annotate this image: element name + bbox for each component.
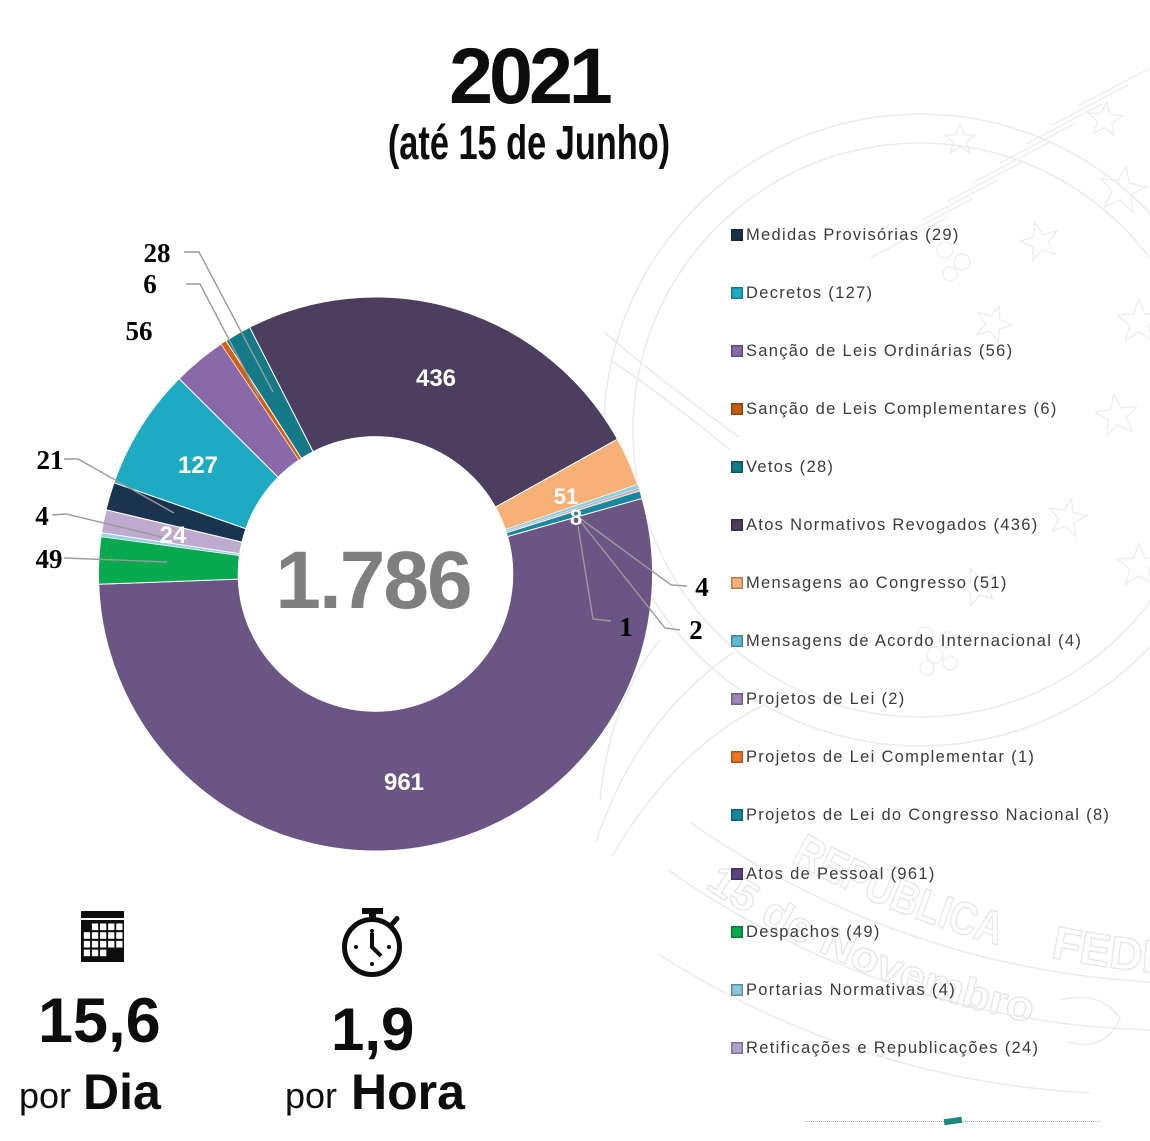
svg-text:49: 49 [36, 544, 63, 574]
svg-text:961: 961 [384, 769, 424, 796]
svg-text:2: 2 [689, 615, 703, 645]
svg-text:6: 6 [143, 269, 157, 299]
svg-text:1: 1 [619, 612, 633, 642]
svg-text:28: 28 [144, 238, 171, 268]
svg-text:8: 8 [570, 505, 582, 530]
svg-text:24: 24 [160, 522, 187, 549]
svg-text:4: 4 [35, 501, 49, 531]
svg-text:51: 51 [554, 484, 578, 509]
svg-text:127: 127 [178, 452, 218, 479]
svg-text:1.786: 1.786 [275, 535, 470, 626]
svg-text:4: 4 [695, 572, 709, 602]
svg-text:56: 56 [126, 316, 153, 346]
svg-text:436: 436 [416, 365, 456, 392]
svg-text:21: 21 [37, 445, 64, 475]
